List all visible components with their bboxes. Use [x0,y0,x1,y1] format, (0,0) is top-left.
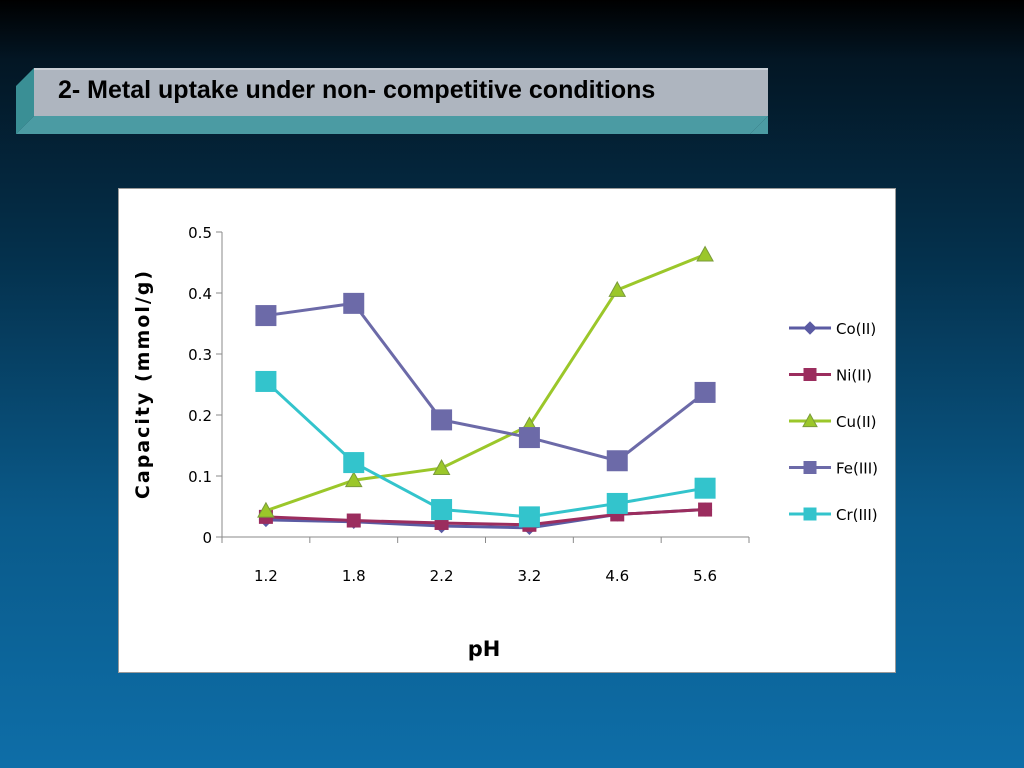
slide-title-banner [16,68,768,134]
x-tick-label: 3.2 [517,567,541,585]
legend-label: Co(II) [836,320,876,338]
legend-marker [803,321,817,335]
x-tick-label: 4.6 [605,567,629,585]
legend-marker [803,507,817,521]
y-tick-label: 0.5 [188,224,212,242]
legend-label: Cr(III) [836,506,878,524]
legend-item: Co(II) [789,320,876,338]
y-tick-label: 0.4 [188,285,212,303]
series-line [265,508,706,527]
data-point [694,381,716,403]
x-tick-label: 5.6 [693,567,717,585]
series-line [265,253,706,513]
data-point [432,459,451,475]
legend-item: Ni(II) [789,367,872,385]
legend-marker [803,368,817,381]
data-point [431,409,453,431]
data-point [255,305,277,327]
data-point [698,502,713,517]
series-fe-iii [255,292,716,472]
x-axis-label: pH [468,637,501,661]
legend-marker [803,461,817,474]
data-point [255,370,277,392]
legend-label: Ni(II) [836,367,872,385]
data-point [518,427,540,449]
series-cu-ii [257,245,714,518]
data-point [257,501,275,518]
legend-item: Fe(III) [789,460,878,478]
series-line [264,380,706,519]
legend-item: Cr(III) [789,506,878,524]
data-point [344,471,363,488]
y-tick-label: 0.3 [188,346,212,364]
data-point [518,506,540,528]
series-line [265,301,707,463]
chart-panel: 0 0.1 0.2 0.3 0.4 0.5 1.2 1.8 2.2 3.2 4.6 5.6 Co(II… [118,188,896,673]
legend-item: Cu(II) [789,412,877,431]
data-point [431,499,453,521]
y-tick-label: 0.1 [188,468,212,486]
y-tick-label: 0 [202,529,212,547]
data-point [606,450,628,472]
data-point [608,280,627,297]
data-point [696,245,714,262]
chart-axes: 0 0.1 0.2 0.3 0.4 0.5 1.2 1.8 2.2 3.2 4.6 5.6 [188,224,750,585]
legend-label: Cu(II) [836,413,877,431]
data-point [606,492,628,514]
y-tick-label: 0.2 [188,407,212,425]
data-point [343,292,365,314]
data-point [694,477,716,499]
data-point [346,513,361,528]
legend-marker [802,412,818,428]
chart-legend: Co(II) Ni(II) Cu(II) Fe(III) Cr(III) [789,320,878,524]
x-tick-label: 1.8 [342,567,366,585]
chart-series [255,245,716,536]
data-point [343,452,365,474]
series-cr-iii [255,370,716,528]
y-axis-label: Capacity (mmol/g) [132,269,154,499]
slide-title: 2- Metal uptake under non- competitive c… [58,76,656,104]
x-tick-label: 2.2 [430,567,454,585]
line-chart: 0 0.1 0.2 0.3 0.4 0.5 1.2 1.8 2.2 3.2 4.6 5.6 Co(II… [132,224,878,661]
x-tick-label: 1.2 [254,567,278,585]
legend-label: Fe(III) [836,460,878,478]
